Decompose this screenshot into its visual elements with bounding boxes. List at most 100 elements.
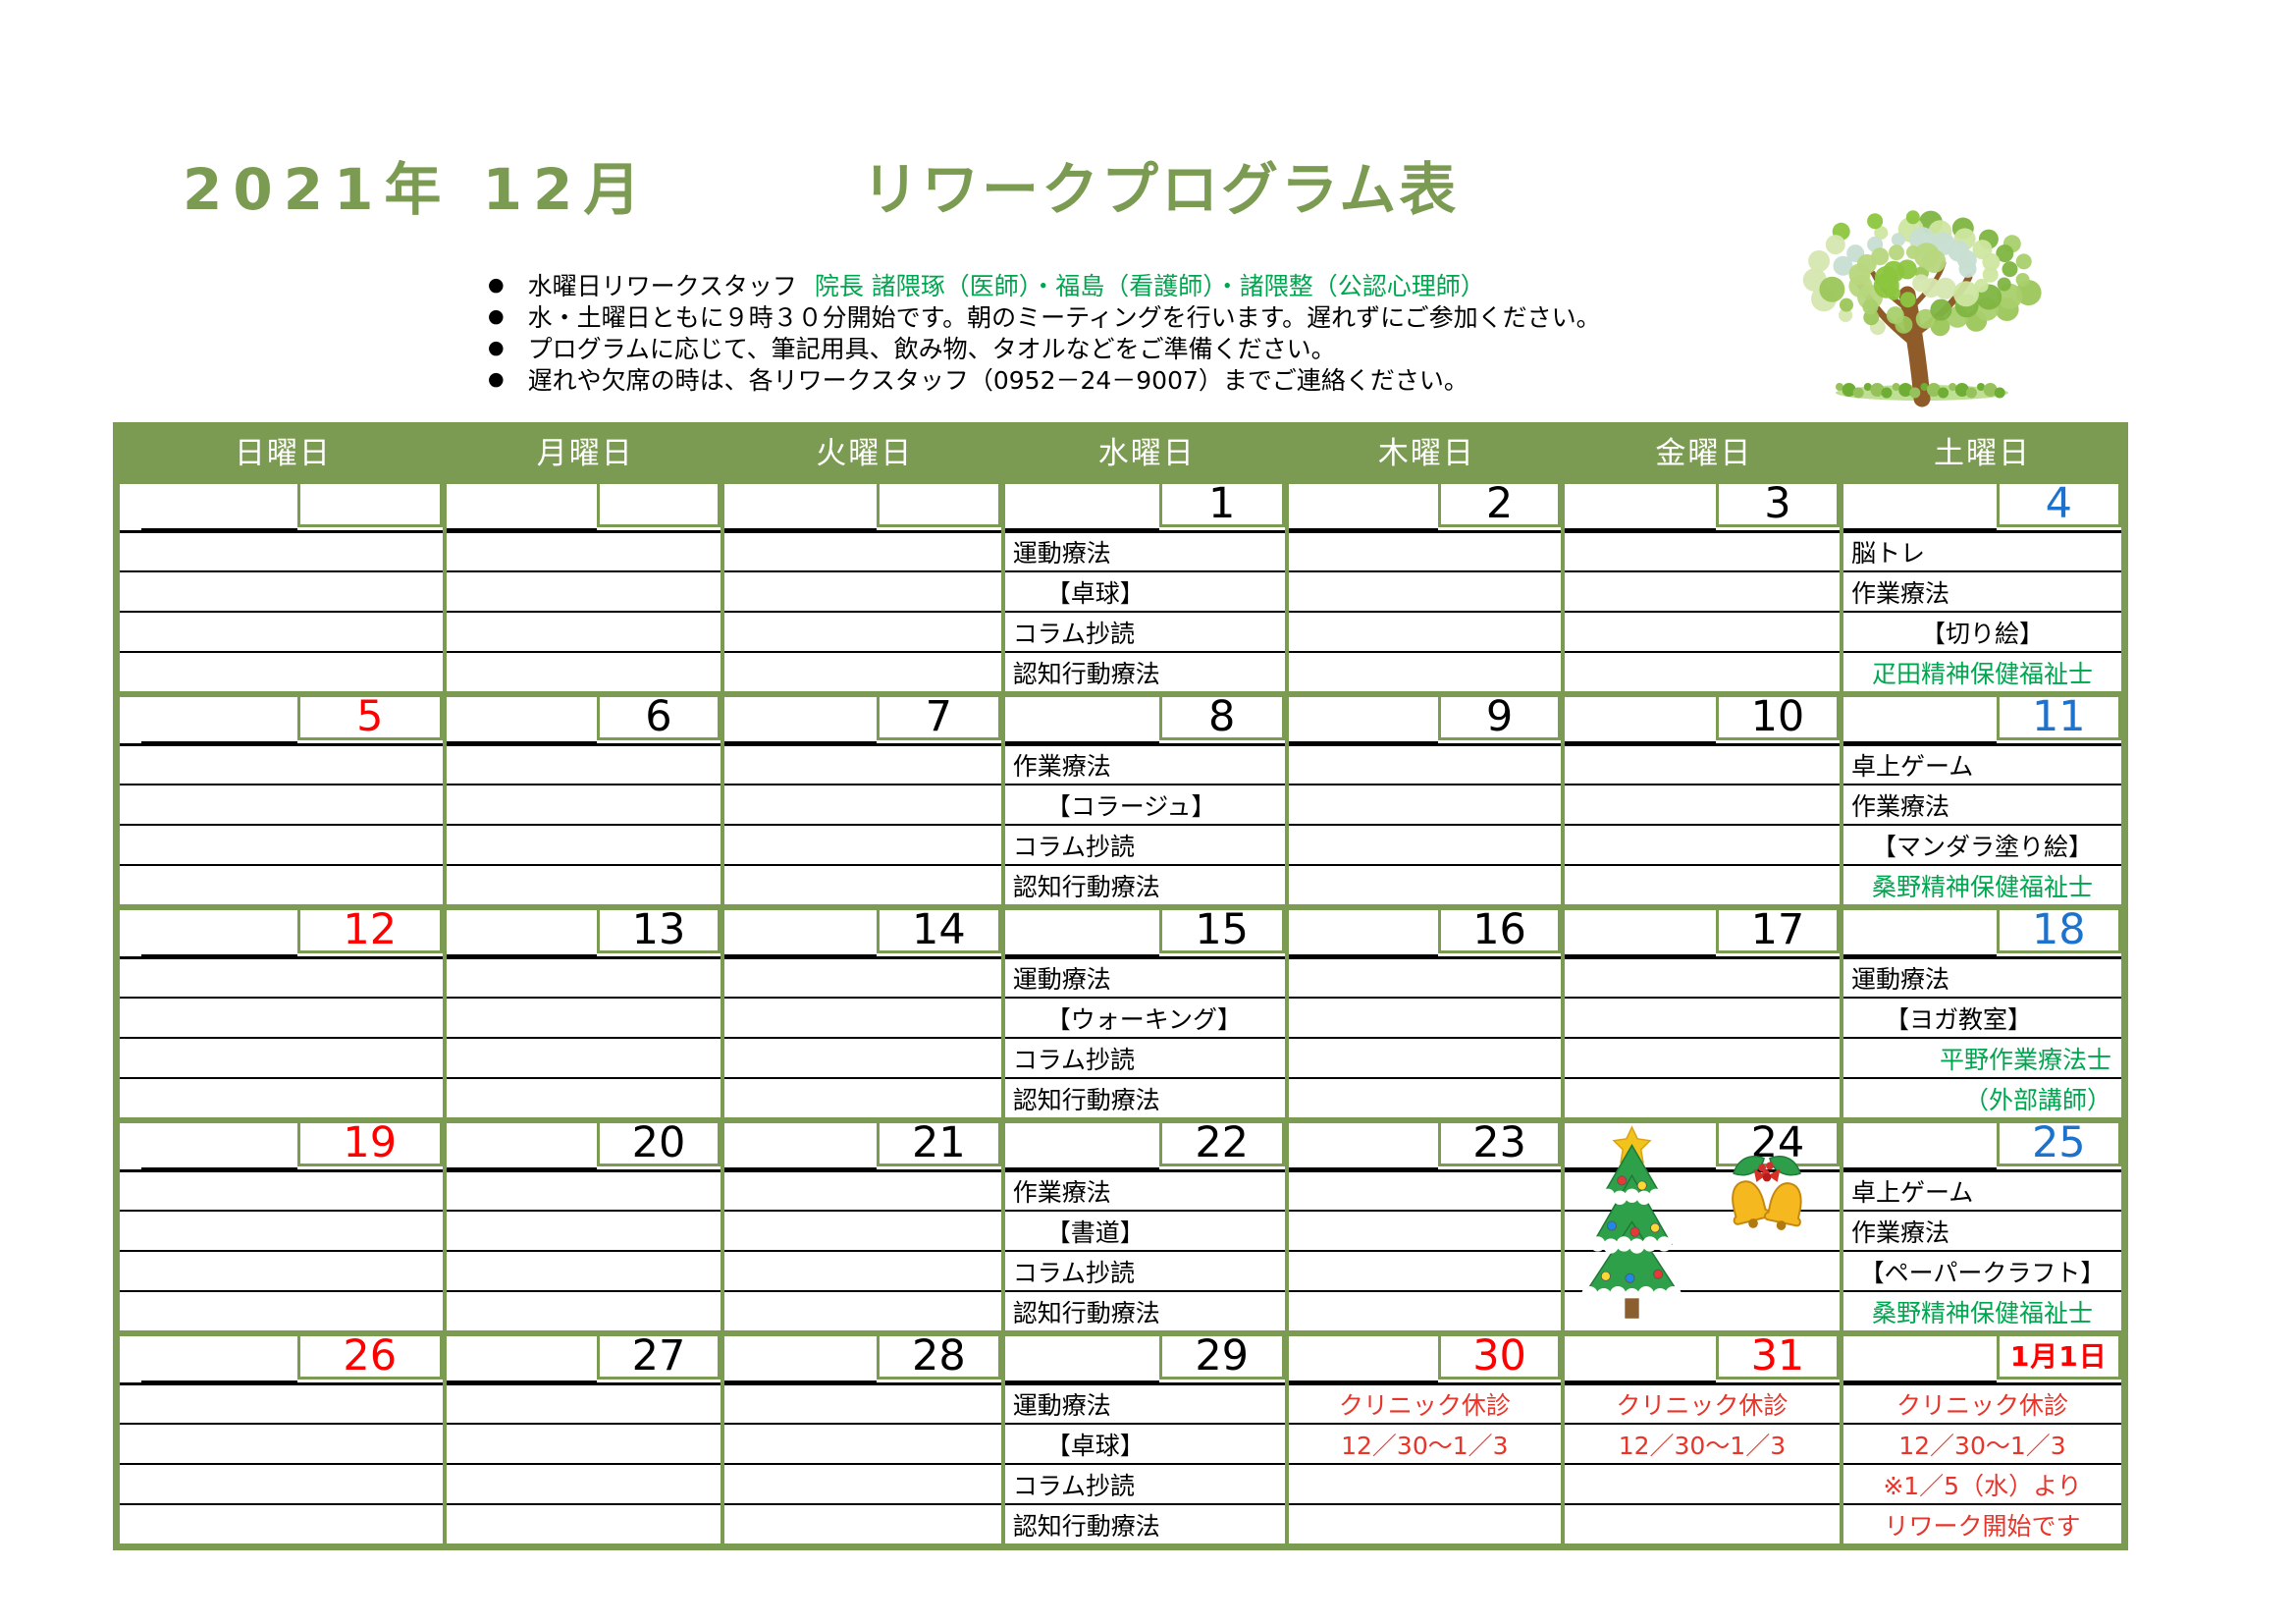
program-cell	[723, 1423, 1001, 1463]
program-cell: 認知行動療法	[1004, 651, 1285, 691]
program-cell	[120, 1169, 443, 1210]
date-spacer	[1004, 1336, 1159, 1382]
program-cell: 平野作業療法士	[1842, 1037, 2121, 1077]
day-cell-w3-d6: 18 運動療法 【ヨガ教室】 平野作業療法士 （外部講師）	[1842, 909, 2121, 1117]
date-number: 16	[1438, 909, 1561, 953]
date-number: 11	[1996, 696, 2121, 740]
date-row: 16	[1288, 909, 1561, 956]
date-row: 19	[120, 1122, 443, 1169]
date-number: 15	[1158, 909, 1285, 953]
date-row: 6	[446, 696, 721, 743]
program-cell	[723, 864, 1001, 904]
program-cell: 運動療法	[1004, 956, 1285, 997]
date-number: 13	[597, 909, 721, 953]
date-number: 1	[1158, 483, 1285, 527]
weekday-label-5: 金曜日	[1655, 436, 1753, 471]
program-cell	[120, 743, 443, 784]
date-spacer	[446, 910, 598, 956]
date-spacer	[723, 910, 877, 956]
program-cell	[1288, 1250, 1561, 1290]
date-inset	[120, 697, 141, 743]
date-spacer	[723, 697, 877, 743]
day-cell-w4-d0: 19	[120, 1122, 447, 1330]
date-spacer	[141, 1336, 297, 1382]
note-text: 遅れや欠席の時は、各リワークスタッフ（0952－24－9007）までご連絡くださ…	[527, 366, 1468, 395]
program-cell	[1288, 530, 1561, 570]
program-cell: 12／30～1／3	[1842, 1423, 2121, 1463]
day-cell-w1-d5: 3	[1564, 483, 1843, 691]
tree-illustration	[1775, 185, 2069, 415]
program-cell	[1288, 1290, 1561, 1330]
note-item: ● 遅れや欠席の時は、各リワークスタッフ（0952－24－9007）までご連絡く…	[488, 363, 1601, 395]
program-cell	[723, 784, 1001, 824]
day-cell-w5-d2: 28	[723, 1335, 1005, 1543]
program-cell: 【マンダラ塗り絵】	[1842, 824, 2121, 864]
date-row: 25	[1842, 1122, 2121, 1169]
day-cell-w5-d6: 1月1日 クリニック休診 12／30～1／3 ※1／5（水）より リワーク開始です	[1842, 1336, 2121, 1543]
program-cell	[723, 611, 1001, 651]
page-title-month: 2021年 12月	[183, 156, 652, 223]
program-cell: 【ペーパークラフト】	[1842, 1250, 2121, 1290]
day-cell-w3-d0: 12	[120, 909, 447, 1117]
date-row: 17	[1564, 909, 1840, 956]
program-cell	[1288, 997, 1561, 1037]
program-cell	[120, 530, 443, 570]
program-cell	[1564, 1077, 1840, 1117]
date-spacer	[446, 1123, 598, 1169]
date-number: 2	[1438, 483, 1561, 527]
week-row-5: 26 27 28 29 運動療法 【卓球】 コラム抄読 認知行動療法 30 クリニック休診 12／3…	[120, 1330, 2121, 1543]
day-cell-w1-d1	[446, 484, 724, 691]
program-cell: 認知行動療法	[1004, 864, 1285, 904]
note-text: 水・土曜日ともに９時３０分開始です。朝のミーティングを行います。遅れずにご参加く…	[527, 303, 1601, 332]
date-spacer	[1288, 697, 1439, 743]
program-cell	[723, 530, 1001, 570]
date-inset	[120, 910, 141, 956]
date-spacer	[1004, 484, 1159, 530]
program-cell: 【書道】	[1004, 1210, 1285, 1250]
weekday-header: 日曜日 月曜日 火曜日 水曜日 木曜日 金曜日 土曜日	[120, 422, 2121, 478]
program-cell: コラム抄読	[1004, 1037, 1285, 1077]
program-cell: ※1／5（水）より	[1842, 1463, 2121, 1503]
date-row: 4	[1842, 483, 2121, 530]
program-cell	[1564, 1290, 1840, 1330]
date-spacer	[1564, 484, 1716, 530]
program-cell: 認知行動療法	[1004, 1077, 1285, 1117]
program-cell	[446, 1077, 721, 1117]
program-cell	[446, 997, 721, 1037]
program-cell	[446, 956, 721, 997]
program-cell: 桑野精神保健福祉士	[1842, 864, 2121, 904]
date-number: 19	[296, 1122, 443, 1166]
day-cell-w2-d6: 11 卓上ゲーム 作業療法 【マンダラ塗り絵】 桑野精神保健福祉士	[1842, 696, 2121, 904]
date-spacer	[1842, 910, 1997, 956]
program-cell	[1288, 611, 1561, 651]
program-cell	[723, 1382, 1001, 1423]
week-row-3: 12 13 14 15 運動療法 【ウォーキング】 コラム抄読 認知行動療法 16 17 18 運動療…	[120, 904, 2121, 1117]
program-cell	[120, 784, 443, 824]
date-row: 30	[1288, 1335, 1561, 1382]
bullet-icon: ●	[488, 273, 505, 296]
program-cell	[120, 611, 443, 651]
date-number: 10	[1715, 696, 1840, 740]
program-cell: 12／30～1／3	[1564, 1423, 1840, 1463]
date-number: 23	[1438, 1122, 1561, 1166]
weekday-label-1: 月曜日	[536, 436, 634, 471]
day-cell-w5-d0: 26	[120, 1335, 447, 1543]
program-cell	[120, 1210, 443, 1250]
program-cell	[120, 1250, 443, 1290]
date-row: 12	[120, 909, 443, 956]
day-cell-w2-d5: 10	[1564, 696, 1843, 904]
date-number	[296, 484, 443, 527]
program-cell	[446, 1037, 721, 1077]
program-cell	[723, 997, 1001, 1037]
date-number: 24	[1715, 1122, 1840, 1166]
date-row	[446, 484, 721, 530]
program-cell: コラム抄読	[1004, 611, 1285, 651]
program-cell	[446, 651, 721, 691]
date-number: 22	[1158, 1122, 1285, 1166]
program-cell	[446, 824, 721, 864]
date-number	[876, 484, 1001, 527]
date-row: 13	[446, 909, 721, 956]
program-cell	[120, 864, 443, 904]
program-cell	[120, 1503, 443, 1543]
